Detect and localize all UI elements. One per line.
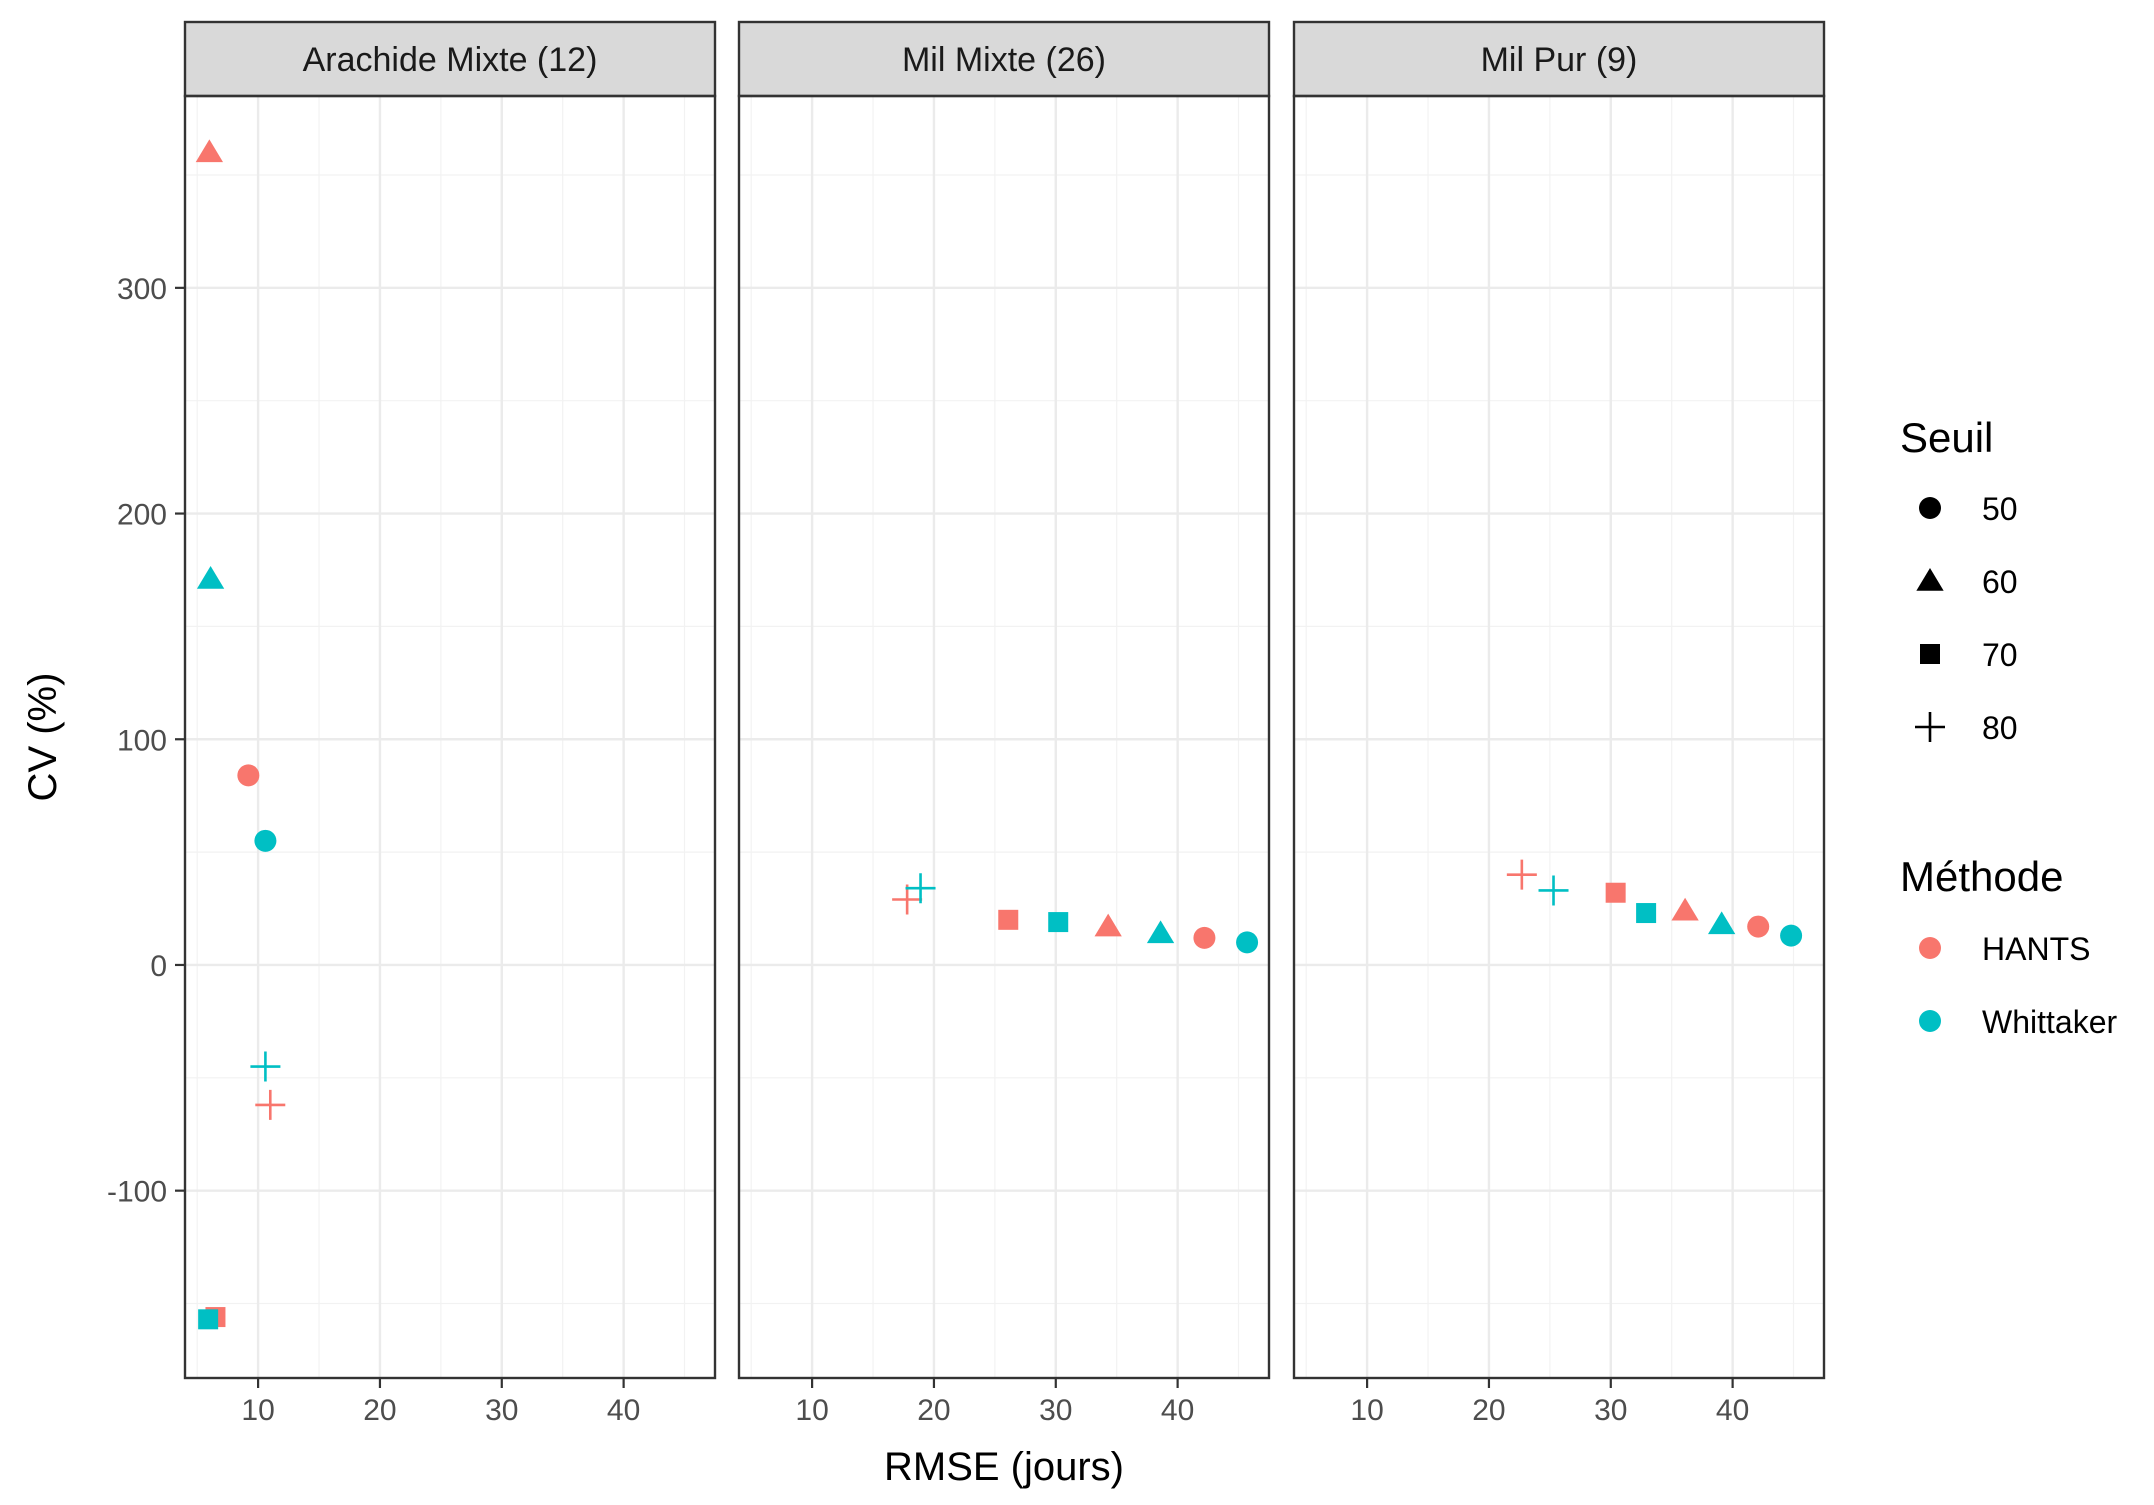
data-point-hants-60 (1094, 913, 1122, 937)
data-point-whittaker-50 (1780, 924, 1803, 947)
panel-background (185, 96, 715, 1378)
x-tick-label: 20 (363, 1394, 396, 1427)
legend-seuil-key-60 (1916, 568, 1944, 591)
data-point-hants-80 (1506, 859, 1537, 890)
data-point-hants-50 (237, 764, 260, 787)
legend-seuil-key-50 (1919, 497, 1941, 519)
x-tick-label: 20 (917, 1394, 950, 1427)
x-tick-label: 40 (1716, 1394, 1749, 1427)
legend-seuil-key-80 (1915, 712, 1945, 742)
data-point-hants-70 (998, 909, 1019, 930)
data-point-hants-80 (255, 1089, 286, 1120)
panel-background (1294, 96, 1824, 1378)
x-tick-label: 30 (1039, 1394, 1072, 1427)
facet-strip (737, 20, 1271, 98)
data-point-whittaker-60 (1708, 911, 1736, 935)
x-axis-title: RMSE (jours) (884, 1445, 1124, 1489)
y-tick-label: 100 (117, 724, 167, 757)
facet-strip (1292, 20, 1826, 98)
data-point-hants-70 (1605, 882, 1626, 903)
x-tick-label: 40 (607, 1394, 640, 1427)
x-tick-label: 30 (485, 1394, 518, 1427)
panel-background (739, 96, 1269, 1378)
facet-title: Mil Pur (9) (1481, 41, 1638, 79)
x-tick-label: 20 (1472, 1394, 1505, 1427)
legend-seuil-label: 70 (1982, 637, 2018, 673)
legend-methode-key-hants (1919, 937, 1941, 959)
y-tick-label: 0 (150, 950, 167, 983)
legend-seuil-label: 80 (1982, 710, 2018, 746)
facet-strip (183, 20, 717, 98)
data-point-hants-50 (1747, 915, 1770, 938)
x-tick-label: 10 (241, 1394, 274, 1427)
legend-methode-label: HANTS (1982, 931, 2090, 967)
data-point-whittaker-70 (1048, 912, 1069, 933)
facet-title: Mil Mixte (26) (902, 41, 1106, 79)
y-tick-label: -100 (107, 1176, 167, 1209)
legend-seuil-label: 60 (1982, 564, 2018, 600)
legend-seuil-title: Seuil (1900, 414, 1993, 461)
panel-border (1292, 94, 1826, 1380)
data-point-whittaker-60 (196, 566, 225, 589)
data-point-whittaker-80 (1538, 875, 1569, 906)
data-point-hants-60 (1671, 897, 1699, 921)
data-point-hants-60 (195, 139, 224, 163)
legend-methode-title: Méthode (1900, 853, 2063, 900)
x-tick-label: 10 (795, 1394, 828, 1427)
legend-seuil-label: 50 (1982, 491, 2018, 527)
y-tick-label: 200 (117, 499, 167, 532)
data-point-whittaker-50 (254, 829, 277, 852)
data-point-whittaker-80 (905, 873, 936, 904)
x-tick-label: 10 (1350, 1394, 1383, 1427)
y-tick-label: 300 (117, 273, 167, 306)
legend-methode-label: Whittaker (1982, 1004, 2117, 1040)
panel-border (737, 94, 1271, 1380)
data-point-whittaker-60 (1146, 920, 1175, 944)
panel-border (183, 94, 717, 1380)
y-axis-title: CV (%) (21, 673, 65, 802)
legend-seuil-key-70 (1920, 644, 1940, 664)
legend-methode-key-whittaker (1919, 1010, 1941, 1032)
data-point-hants-50 (1193, 926, 1216, 949)
x-tick-label: 30 (1594, 1394, 1627, 1427)
data-point-whittaker-70 (198, 1309, 219, 1330)
data-point-whittaker-70 (1636, 903, 1657, 924)
data-point-whittaker-50 (1236, 931, 1259, 954)
x-tick-label: 40 (1161, 1394, 1194, 1427)
data-point-whittaker-80 (250, 1051, 281, 1082)
facet-title: Arachide Mixte (12) (303, 41, 598, 79)
